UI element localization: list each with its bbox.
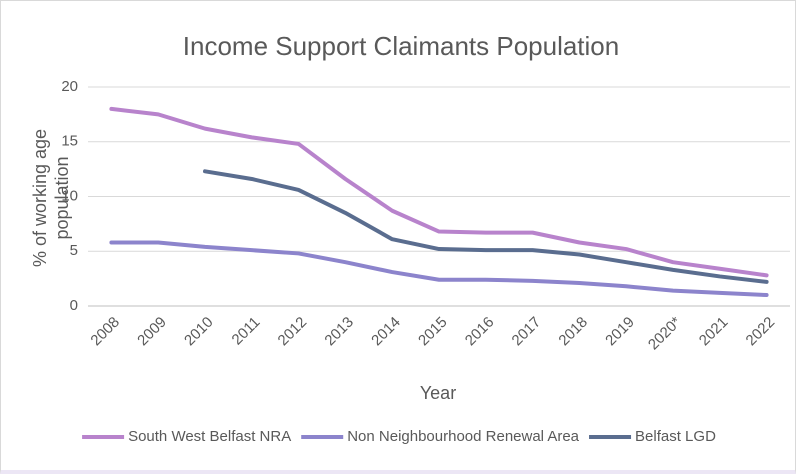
x-tick-label: 2018 [555, 314, 591, 350]
x-tick-label: 2009 [134, 314, 170, 350]
y-tick-label: 10 [61, 187, 78, 204]
series-line [203, 169, 769, 284]
legend-label: South West Belfast NRA [128, 428, 291, 445]
x-tick-label: 2011 [229, 314, 264, 349]
y-tick-label: 0 [70, 297, 78, 314]
y-axis-label: % of working age population [30, 128, 72, 268]
x-axis-label: Year [420, 383, 456, 403]
x-tick-label: 2016 [462, 314, 498, 350]
x-tick-label: 2020* [645, 314, 685, 354]
y-tick-label: 5 [70, 242, 78, 259]
x-tick-label: 2021 [696, 314, 732, 350]
x-tick-label: 2015 [415, 314, 451, 350]
x-tick-label: 2019 [602, 314, 638, 350]
legend-label: Belfast LGD [635, 428, 716, 445]
y-tick-label: 20 [61, 78, 78, 95]
series-line [109, 240, 769, 298]
y-tick-label: 15 [61, 133, 78, 150]
x-tick-label: 2010 [181, 314, 217, 350]
chart-title: Income Support Claimants Population [183, 31, 619, 61]
x-tick-label: 2017 [509, 314, 545, 350]
series-line [109, 106, 769, 278]
x-tick-label: 2012 [275, 314, 311, 350]
x-tick-label: 2022 [743, 314, 779, 350]
x-tick-label: 2014 [368, 314, 404, 350]
legend-label: Non Neighbourhood Renewal Area [347, 428, 579, 445]
x-tick-label: 2013 [321, 314, 357, 350]
x-tick-label: 2008 [87, 314, 123, 350]
